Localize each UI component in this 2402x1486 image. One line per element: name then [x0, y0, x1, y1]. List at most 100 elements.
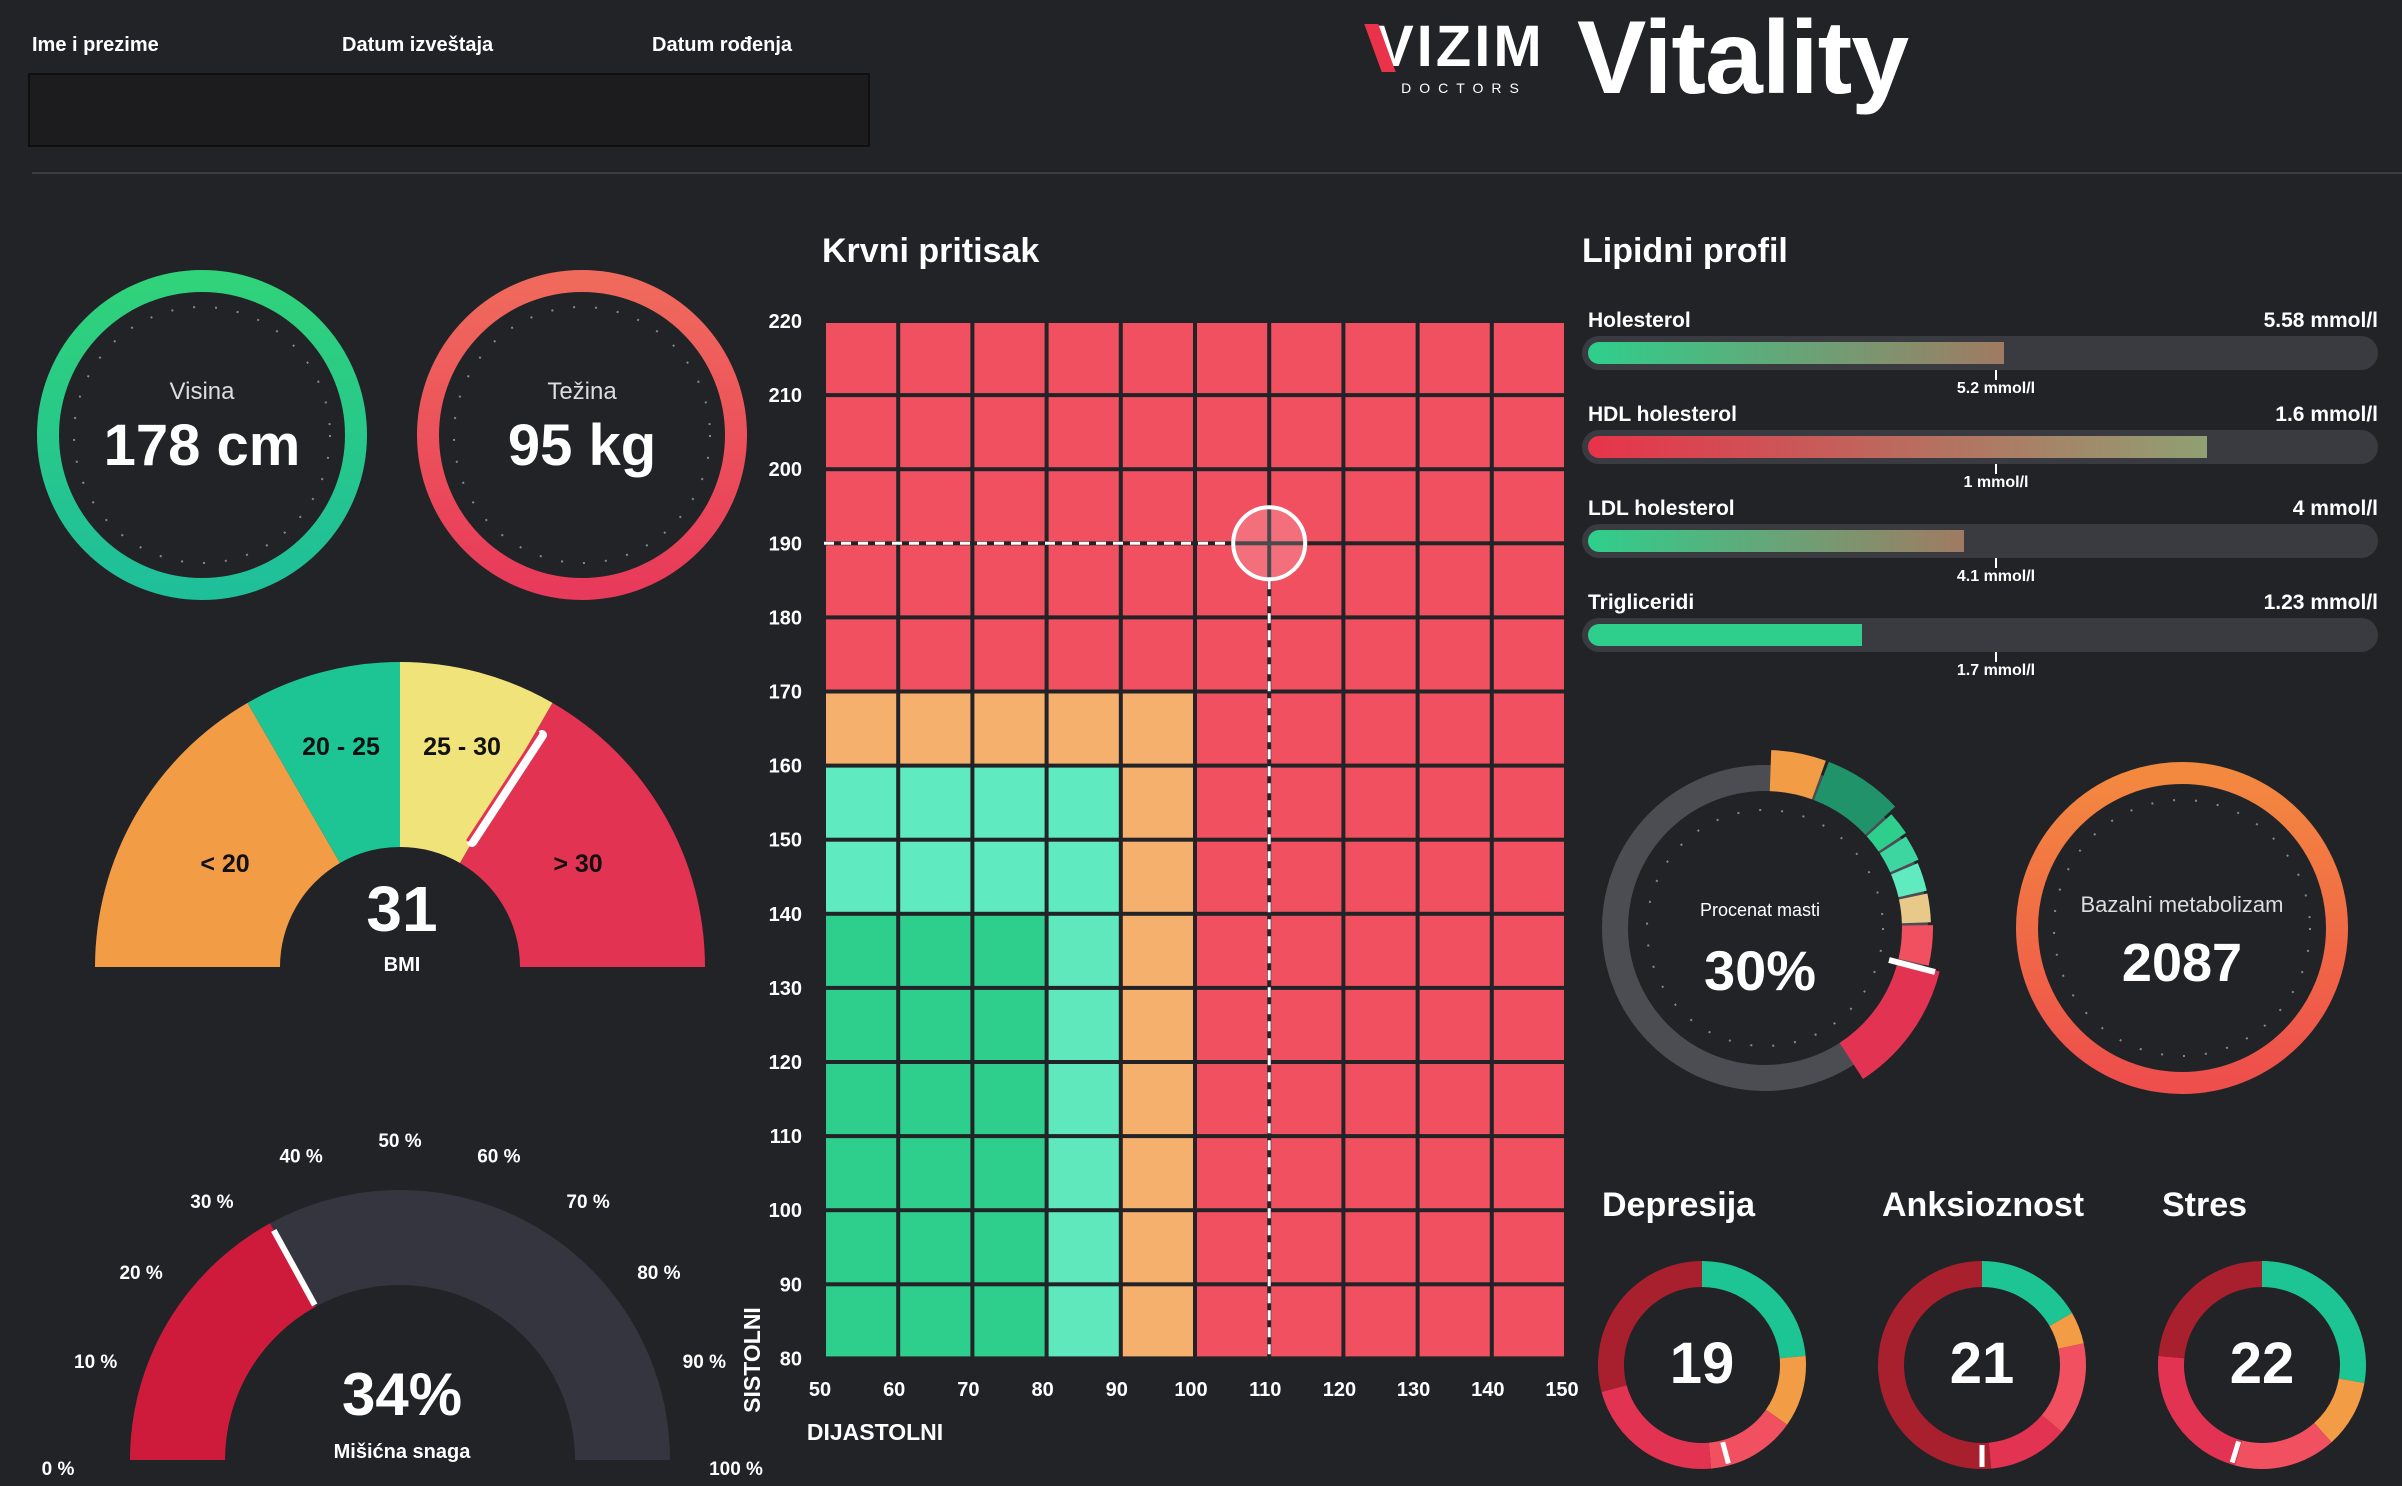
bmi-segment-20-25: [247, 662, 400, 863]
mental-segment: [1878, 1261, 1992, 1469]
bp-title: Krvni pritisak: [822, 232, 1040, 270]
bp-cell: [1271, 397, 1342, 468]
bp-cell: [900, 989, 971, 1060]
bp-cell: [1345, 1212, 1416, 1283]
lipid-item-name: Holesterol: [1588, 309, 1691, 332]
mental-gauge: [1598, 1261, 1806, 1469]
bp-cell: [1419, 1286, 1490, 1357]
mental-segment: [1988, 1415, 2062, 1469]
bp-cell: [1419, 1064, 1490, 1135]
bp-cell: [826, 693, 897, 764]
bp-cell: [1419, 841, 1490, 912]
mental-segment: [1702, 1261, 1806, 1359]
bp-cell: [974, 1212, 1045, 1283]
patient-info-box[interactable]: [28, 73, 870, 147]
bp-cell: [1271, 1138, 1342, 1209]
height-value: 178 cm: [103, 413, 301, 478]
bp-cell: [1048, 545, 1119, 616]
bp-cell: [826, 545, 897, 616]
bp-cell: [1493, 1064, 1564, 1135]
bp-x-tick: 90: [1106, 1379, 1128, 1401]
bp-cell: [1197, 1212, 1268, 1283]
bp-cell: [974, 693, 1045, 764]
mental-needle: [1720, 1441, 1731, 1465]
bp-cell: [1197, 841, 1268, 912]
bp-cell: [1122, 1064, 1193, 1135]
body-fat-segment: [1899, 893, 1931, 924]
bp-cell: [1048, 767, 1119, 838]
lipid-item-ref: 4.1 mmol/l: [1956, 568, 2036, 585]
lipid-item-ref: 5.2 mmol/l: [1956, 380, 2036, 397]
bp-cell: [826, 841, 897, 912]
mental-segment: [1982, 1261, 2073, 1326]
bp-cell: [900, 1286, 971, 1357]
bp-cell: [826, 397, 897, 468]
lipid-list: Holesterol 5.58 mmol/l 5.2 mmol/l HDL ho…: [1582, 308, 2378, 688]
bp-cell: [1048, 1286, 1119, 1357]
bp-cell: [1197, 767, 1268, 838]
bp-cell: [974, 397, 1045, 468]
muscle-gauge: 0 % 10 % 20 % 30 % 40 % 50 % 60 % 70 % 80 % 90 % 1…: [42, 1131, 763, 1480]
lipid-item-fill: [1588, 342, 2004, 364]
bp-cell: [1419, 619, 1490, 690]
bp-cell: [1271, 1212, 1342, 1283]
mental-segment: [2158, 1355, 2242, 1466]
bp-cell: [1493, 1212, 1564, 1283]
bp-cell: [1122, 323, 1193, 394]
mental-segment: [2314, 1378, 2365, 1443]
lipid-item: Holesterol 5.58 mmol/l 5.2 mmol/l: [1582, 308, 2378, 402]
bp-cell: [1197, 397, 1268, 468]
muscle-fill: [130, 1223, 316, 1460]
bmi-segment-25-30: [400, 662, 553, 863]
bp-cell: [1122, 767, 1193, 838]
lipid-item: HDL holesterol 1.6 mmol/l 1 mmol/l: [1582, 402, 2378, 496]
bp-cell: [1271, 693, 1342, 764]
bp-cell: [1419, 471, 1490, 542]
bp-cell: [1048, 323, 1119, 394]
depression-value: 19: [1669, 1331, 1735, 1396]
bp-cell: [900, 841, 971, 912]
bp-cell: [1345, 767, 1416, 838]
bp-cell: [1345, 323, 1416, 394]
header-divider: [32, 172, 2402, 174]
bp-y-tick: 200: [769, 459, 802, 481]
bp-cell: [1345, 471, 1416, 542]
bp-cell: [1419, 693, 1490, 764]
bp-cell: [1122, 1286, 1193, 1357]
bp-cell: [1197, 619, 1268, 690]
bmi-label: BMI: [383, 954, 421, 976]
bp-cell: [1493, 693, 1564, 764]
bp-y-tick: 190: [769, 533, 802, 555]
bp-cell: [1197, 693, 1268, 764]
bp-y-tick: 90: [780, 1274, 802, 1296]
bp-y-tick: 130: [769, 978, 802, 1000]
bp-y-tick: 120: [769, 1052, 802, 1074]
bp-x-tick: 130: [1397, 1379, 1430, 1401]
bp-cell: [1419, 323, 1490, 394]
weight-value: 95 kg: [507, 413, 657, 478]
muscle-needle: [271, 1228, 318, 1307]
bp-cell: [1345, 915, 1416, 986]
bp-cell: [1345, 989, 1416, 1060]
bp-cell: [974, 915, 1045, 986]
muscle-tick-label: 20 %: [119, 1263, 162, 1284]
bmr-value: 2087: [2121, 933, 2243, 993]
bp-cell: [1493, 989, 1564, 1060]
bp-x-tick: 80: [1031, 1379, 1053, 1401]
bp-chart: 220 210 200 190 180 170 160 150 140 130 120 110 100 9…: [739, 311, 1579, 1445]
bp-cell: [974, 989, 1045, 1060]
logo-subtitle: DOCTORS: [1401, 80, 1527, 96]
lipid-ref-tick: [1995, 464, 1997, 474]
bp-cell: [1048, 1064, 1119, 1135]
mental-segment: [2158, 1261, 2262, 1359]
body-fat-segment: [1769, 750, 1826, 800]
bp-cell: [1122, 693, 1193, 764]
bp-cell: [900, 545, 971, 616]
bp-cell: [1493, 1138, 1564, 1209]
bmi-label-25-30: 25 - 30: [423, 733, 501, 761]
bp-cell: [1048, 989, 1119, 1060]
bp-marker: [1231, 505, 1308, 582]
bp-cell: [1197, 1286, 1268, 1357]
bp-cell: [1048, 397, 1119, 468]
bp-cell: [1122, 545, 1193, 616]
